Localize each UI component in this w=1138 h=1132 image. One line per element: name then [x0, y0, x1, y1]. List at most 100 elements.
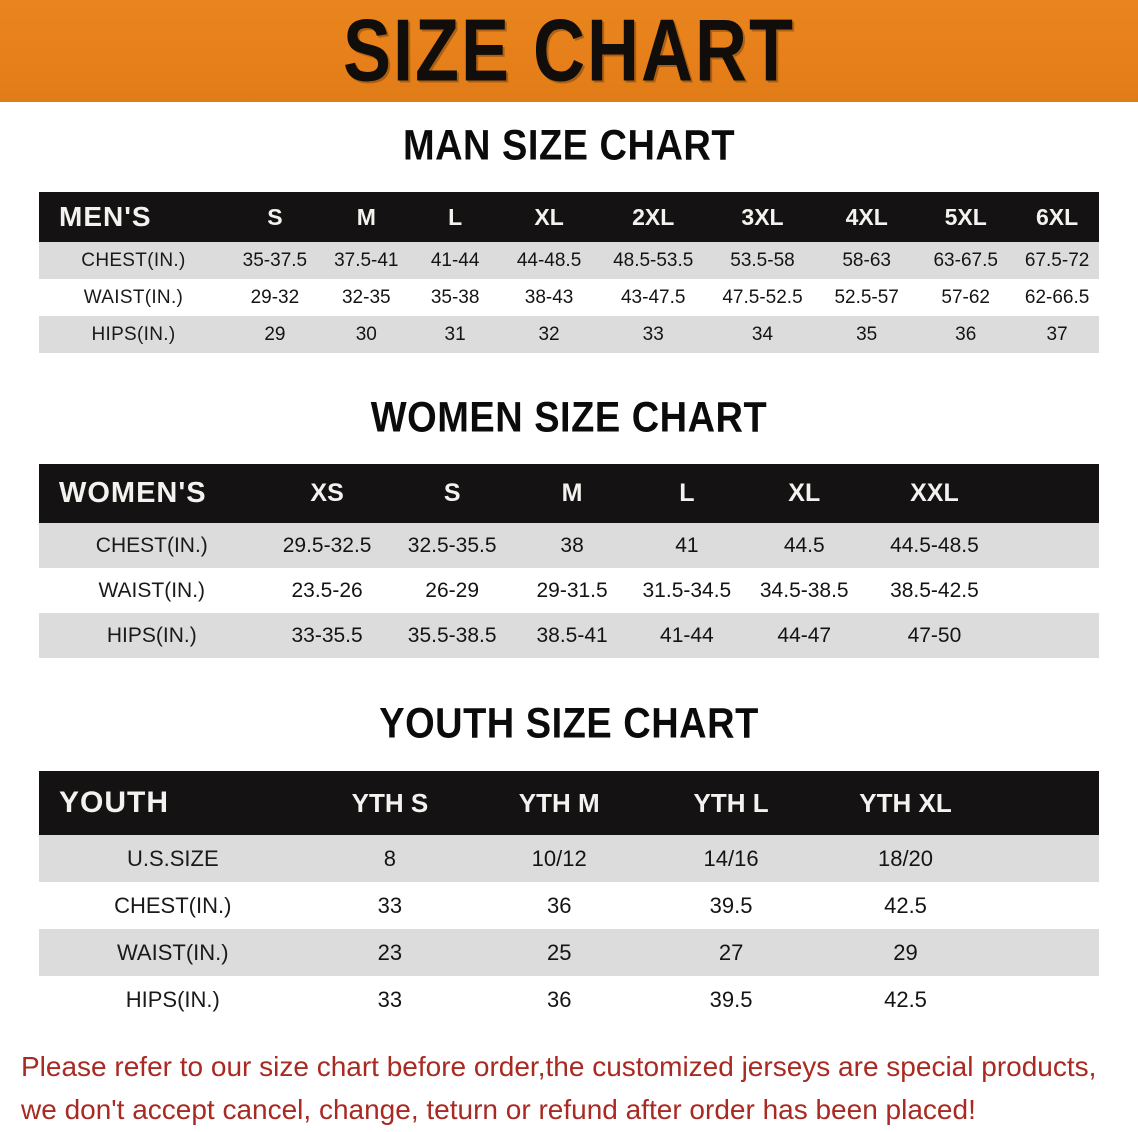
return-policy-disclaimer: Please refer to our size chart before or…	[21, 1045, 1117, 1132]
man-cell-2-7: 36	[955, 323, 977, 345]
man-cell-2-6: 35	[856, 323, 878, 345]
women-cell-1-3: 31.5-34.5	[642, 578, 732, 602]
youth-header-cell-3: YTH L	[693, 787, 769, 818]
man-table-head: MEN'S S M L XL 2XL 3XL 4XL 5XL 6XL	[39, 192, 1099, 242]
youth-cell-1-4	[994, 882, 1099, 929]
women-cell-0-0: 29.5-32.5	[282, 533, 372, 557]
man-cell-1-2: 35-38	[430, 286, 480, 308]
women-cell-1-1: 26-29	[425, 578, 480, 602]
man-header-cell-2: M	[356, 203, 376, 230]
women-table-head: WOMEN'S XS S M L XL XXL	[39, 464, 1099, 523]
women-cell-0-5: 44.5-48.5	[890, 533, 979, 557]
women-header-cell-4: L	[679, 479, 695, 507]
man-cell-1-6: 52.5-57	[834, 286, 899, 308]
women-size-table-wrapper: WOMEN'S XS S M L XL XXL CHEST(IN.) 29.5-…	[39, 464, 1099, 658]
youth-cell-1-0: 33	[377, 892, 403, 918]
man-cell-0-5: 53.5-58	[730, 249, 795, 271]
man-header-cell-5: 2XL	[632, 203, 675, 230]
man-table-body: CHEST(IN.) 35-37.5 37.5-41 41-44 44-48.5…	[39, 242, 1099, 353]
youth-cell-2-2: 27	[718, 939, 744, 965]
disclaimer-line-1: Please refer to our size chart before or…	[21, 1051, 1097, 1082]
man-row-label-1: WAIST(IN.)	[83, 286, 184, 308]
youth-header-cell-2: YTH M	[518, 787, 600, 818]
man-cell-2-1: 30	[355, 323, 377, 345]
page-title: SIZE CHART	[343, 2, 795, 100]
youth-cell-1-1: 36	[546, 892, 572, 918]
man-header-cell-0: MEN'S	[59, 201, 152, 232]
youth-cell-3-1: 36	[546, 986, 572, 1012]
man-cell-0-6: 58-63	[842, 249, 891, 271]
man-cell-2-0: 29	[264, 323, 286, 345]
youth-table-body: U.S.SIZE 8 10/12 14/16 18/20 CHEST(IN.) …	[39, 835, 1099, 1023]
youth-cell-0-1: 10/12	[531, 845, 587, 871]
man-size-table-wrapper: MEN'S S M L XL 2XL 3XL 4XL 5XL 6XL CHEST…	[39, 192, 1099, 353]
women-row-label-0: CHEST(IN.)	[95, 533, 208, 557]
man-header-row: MEN'S S M L XL 2XL 3XL 4XL 5XL 6XL	[39, 192, 1099, 242]
table-row: CHEST(IN.) 35-37.5 37.5-41 41-44 44-48.5…	[39, 242, 1099, 279]
women-header-cell-0: WOMEN'S	[59, 477, 207, 509]
women-section-title: WOMEN SIZE CHART	[370, 394, 768, 442]
table-row: WAIST(IN.) 29-32 32-35 35-38 38-43 43-47…	[39, 279, 1099, 316]
women-header-cell-1: XS	[310, 479, 344, 507]
table-row: HIPS(IN.) 29 30 31 32 33 34 35 36 37	[39, 316, 1099, 353]
disclaimer-line-2: we don't accept cancel, change, teturn o…	[21, 1094, 976, 1126]
youth-cell-1-3: 42.5	[884, 892, 927, 918]
youth-row-label-1: CHEST(IN.)	[114, 892, 232, 918]
youth-header-row: YOUTH YTH S YTH M YTH L YTH XL	[39, 771, 1099, 835]
youth-header-cell-5	[994, 771, 1099, 835]
table-row: HIPS(IN.) 33-35.5 35.5-38.5 38.5-41 41-4…	[39, 613, 1099, 658]
youth-cell-0-4	[994, 835, 1099, 882]
youth-table-head: YOUTH YTH S YTH M YTH L YTH XL	[39, 771, 1099, 835]
youth-header-cell-4: YTH XL	[859, 787, 952, 818]
man-row-label-0: CHEST(IN.)	[81, 249, 186, 271]
man-header-cell-4: XL	[534, 203, 564, 230]
women-cell-1-4: 34.5-38.5	[759, 578, 849, 602]
youth-cell-2-0: 23	[377, 939, 403, 965]
man-cell-2-8: 37	[1046, 323, 1068, 345]
women-table-body: CHEST(IN.) 29.5-32.5 32.5-35.5 38 41 44.…	[39, 523, 1099, 658]
youth-cell-3-2: 39.5	[709, 986, 753, 1012]
youth-header-cell-1: YTH S	[351, 787, 429, 818]
man-cell-2-4: 33	[642, 323, 664, 345]
women-cell-0-6	[1005, 523, 1099, 568]
women-cell-1-6	[1005, 568, 1099, 613]
women-cell-1-5: 38.5-42.5	[890, 578, 979, 602]
women-cell-2-4: 44-47	[777, 623, 832, 647]
women-size-table: WOMEN'S XS S M L XL XXL CHEST(IN.) 29.5-…	[39, 464, 1099, 658]
women-header-cell-7	[1005, 464, 1099, 523]
youth-cell-0-2: 14/16	[703, 845, 759, 871]
women-header-row: WOMEN'S XS S M L XL XXL	[39, 464, 1099, 523]
youth-cell-2-3: 29	[893, 939, 918, 965]
youth-row-label-3: HIPS(IN.)	[125, 986, 220, 1012]
youth-section-title: YOUTH SIZE CHART	[379, 700, 759, 748]
women-row-label-2: HIPS(IN.)	[106, 623, 197, 647]
man-cell-1-4: 43-47.5	[620, 286, 686, 308]
table-row: HIPS(IN.) 33 36 39.5 42.5	[39, 976, 1099, 1023]
man-cell-0-7: 63-67.5	[933, 249, 998, 271]
youth-cell-1-2: 39.5	[709, 892, 753, 918]
man-cell-0-4: 48.5-53.5	[613, 249, 694, 271]
women-cell-2-1: 35.5-38.5	[407, 623, 497, 647]
youth-size-table-wrapper: YOUTH YTH S YTH M YTH L YTH XL U.S.SIZE …	[39, 771, 1099, 1023]
women-header-cell-6: XXL	[910, 479, 959, 507]
women-cell-2-0: 33-35.5	[291, 623, 363, 647]
table-row: CHEST(IN.) 33 36 39.5 42.5	[39, 882, 1099, 929]
women-cell-0-3: 41	[675, 533, 699, 557]
women-cell-2-5: 47-50	[907, 623, 962, 647]
man-cell-1-7: 57-62	[941, 286, 991, 308]
youth-cell-3-3: 42.5	[884, 986, 927, 1012]
women-cell-2-3: 41-44	[660, 623, 714, 647]
man-header-cell-6: 3XL	[741, 203, 784, 230]
man-cell-0-2: 41-44	[430, 249, 480, 271]
women-cell-2-6	[1005, 613, 1099, 658]
man-cell-1-1: 32-35	[341, 286, 391, 308]
man-cell-0-8: 67.5-72	[1024, 249, 1090, 271]
man-header-cell-8: 5XL	[944, 203, 987, 230]
man-header-cell-3: L	[448, 203, 463, 230]
man-cell-0-3: 44-48.5	[516, 249, 582, 271]
women-cell-1-2: 29-31.5	[536, 578, 608, 602]
youth-cell-2-4	[994, 929, 1099, 976]
women-cell-0-4: 44.5	[783, 533, 825, 557]
man-cell-2-3: 32	[538, 323, 560, 345]
youth-cell-0-3: 18/20	[877, 845, 934, 871]
